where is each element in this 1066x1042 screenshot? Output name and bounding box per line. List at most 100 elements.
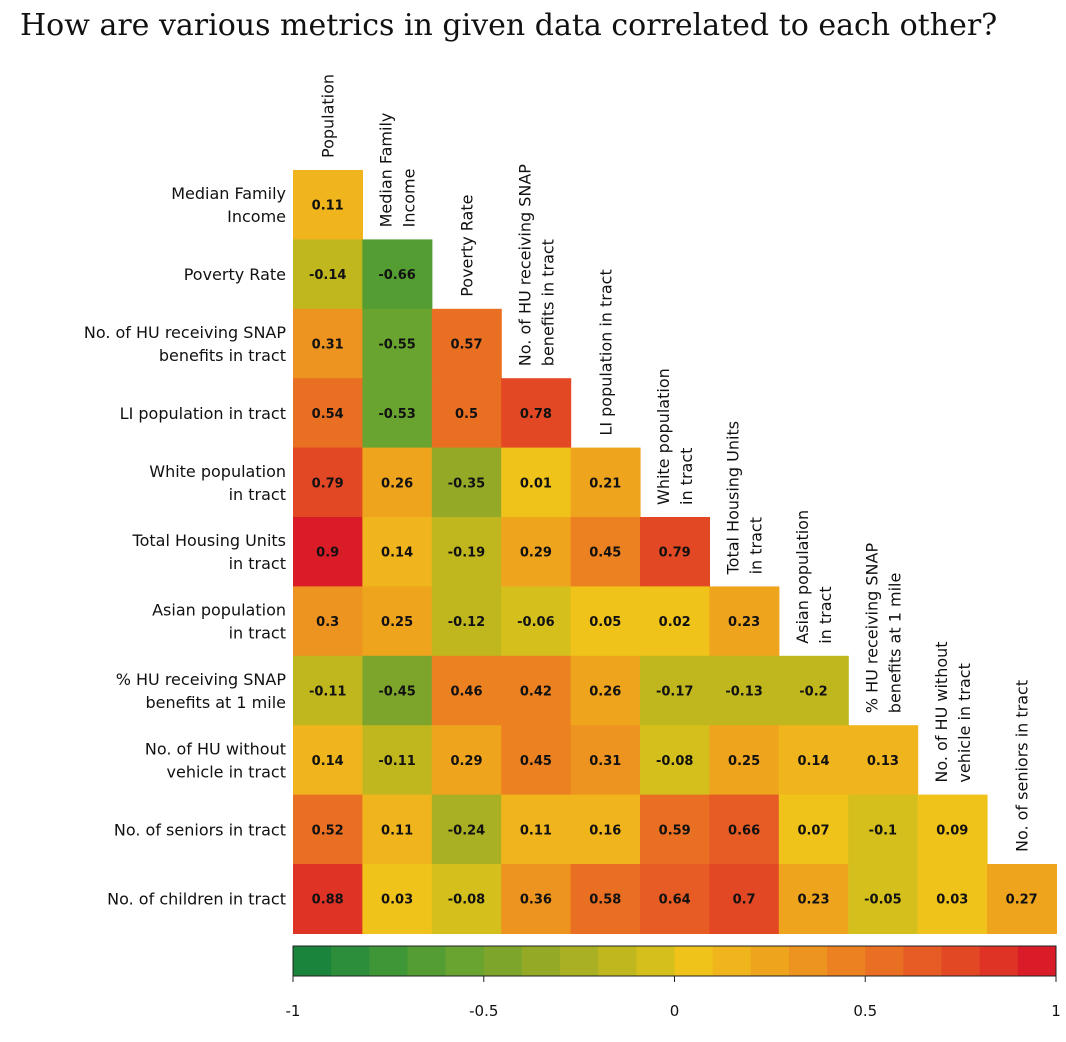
heatmap-cell	[848, 864, 919, 934]
column-label: Total Housing Units in tract	[724, 421, 766, 575]
colorbar-tick-label: -1	[286, 1002, 301, 1020]
column-label-group: No. of HU receiving SNAP benefits in trac…	[515, 164, 557, 367]
heatmap-cell	[431, 447, 502, 518]
heatmap-cell	[362, 447, 433, 518]
heatmap-cell	[640, 794, 710, 865]
cell-value-label: 0.14	[312, 754, 344, 769]
row-label: No. of seniors in tract	[114, 820, 286, 839]
cell-value-label: -0.17	[656, 685, 693, 700]
colorbar-segment	[369, 946, 408, 976]
heatmap-cell	[293, 239, 363, 310]
cell-value-label: 0.16	[589, 823, 621, 838]
colorbar-segment	[827, 946, 866, 976]
heatmap-cell	[501, 864, 572, 934]
cell-value-label: 0.78	[520, 407, 552, 422]
cell-value-label: 0.79	[312, 476, 344, 491]
cell-value-label: -0.13	[725, 685, 762, 700]
cell-value-label: -0.24	[448, 823, 485, 838]
colorbar-segment	[521, 946, 561, 976]
column-label-group: Total Housing Units in tract	[724, 421, 766, 575]
column-label: No. of HU receiving SNAP benefits in trac…	[515, 164, 557, 367]
row-label: % HU receiving SNAP benefits at 1 mile	[116, 670, 287, 712]
column-label-group: % HU receiving SNAP benefits at 1 mile	[862, 543, 904, 714]
cell-value-label: 0.11	[520, 823, 552, 838]
colorbar-tick-label: 0	[670, 1002, 680, 1020]
colorbar-segment	[636, 946, 675, 976]
cell-value-label: 0.66	[728, 823, 760, 838]
chart-title: How are various metrics in given data co…	[20, 8, 998, 43]
colorbar-segment	[331, 946, 370, 976]
colorbar-segment	[445, 946, 485, 976]
colorbar-segment	[560, 946, 599, 976]
heatmap-cell	[570, 586, 641, 657]
cell-value-label: -0.05	[864, 893, 901, 908]
column-label-group: Median Family Income	[377, 113, 419, 228]
heatmap-cell	[501, 794, 572, 865]
cell-value-label: 0.21	[589, 476, 621, 491]
heatmap-cell	[431, 864, 502, 934]
cell-value-label: 0.57	[450, 338, 482, 353]
colorbar-tick-label: 0.5	[853, 1002, 877, 1020]
heatmap-cell	[778, 655, 849, 726]
heatmap-cell	[501, 655, 572, 726]
cell-value-label: -0.66	[378, 268, 415, 283]
heatmap-cell	[987, 864, 1057, 934]
heatmap-cell	[501, 725, 572, 796]
heatmap-cell	[362, 864, 433, 934]
heatmap-cell	[362, 794, 433, 865]
heatmap-cell	[501, 447, 572, 518]
heatmap-cell	[431, 586, 502, 657]
cell-value-label: -0.14	[309, 268, 346, 283]
heatmap-cell	[570, 864, 641, 934]
cell-value-label: -0.12	[448, 615, 485, 630]
cell-value-label: 0.26	[589, 685, 621, 700]
column-label-group: Poverty Rate	[458, 195, 477, 297]
cell-value-label: -0.2	[799, 685, 827, 700]
heatmap-cell	[709, 586, 780, 657]
heatmap-cell	[640, 655, 710, 726]
cell-value-label: -0.53	[378, 407, 415, 422]
cell-value-label: 0.27	[1006, 893, 1038, 908]
column-label: % HU receiving SNAP benefits at 1 mile	[862, 543, 904, 714]
heatmap-cell	[431, 308, 502, 379]
cell-value-label: 0.14	[797, 754, 829, 769]
heatmap-cell	[431, 378, 502, 449]
colorbar-tick-label: -0.5	[469, 1002, 498, 1020]
heatmap-cell	[362, 586, 433, 657]
cell-value-label: 0.45	[589, 546, 621, 561]
cell-value-label: 0.23	[797, 893, 829, 908]
heatmap-cell	[293, 170, 363, 240]
column-label: Poverty Rate	[458, 195, 477, 297]
cell-value-label: 0.42	[520, 685, 552, 700]
heatmap-cell	[293, 864, 363, 934]
heatmap-cell	[640, 864, 710, 934]
heatmap-cell	[570, 517, 641, 587]
cell-value-label: 0.09	[936, 823, 968, 838]
heatmap-cell	[431, 794, 502, 865]
cell-value-label: 0.52	[312, 823, 344, 838]
heatmap-cell	[293, 725, 363, 796]
colorbar-segment	[903, 946, 943, 976]
heatmap-cell	[362, 517, 433, 587]
heatmap-cell	[501, 586, 572, 657]
cell-value-label: 0.9	[316, 546, 339, 561]
cell-value-label: 0.7	[733, 893, 756, 908]
cell-value-label: -0.55	[378, 338, 415, 353]
colorbar-segment	[788, 946, 828, 976]
heatmap-cell	[570, 447, 641, 518]
cell-value-label: 0.46	[450, 685, 482, 700]
heatmap-cell	[362, 308, 433, 379]
heatmap-cell	[640, 517, 710, 587]
heatmap-cell	[362, 239, 433, 310]
heatmap-cell	[293, 447, 363, 518]
cell-value-label: 0.05	[589, 615, 621, 630]
cell-value-label: 0.03	[381, 893, 413, 908]
row-label: White population in tract	[149, 462, 286, 504]
cell-value-label: 0.64	[659, 893, 691, 908]
heatmap-cell	[709, 725, 780, 796]
cell-value-label: 0.54	[312, 407, 344, 422]
heatmap-cell	[778, 864, 849, 934]
row-label: No. of children in tract	[107, 890, 286, 909]
column-label-group: LI population in tract	[596, 269, 615, 435]
